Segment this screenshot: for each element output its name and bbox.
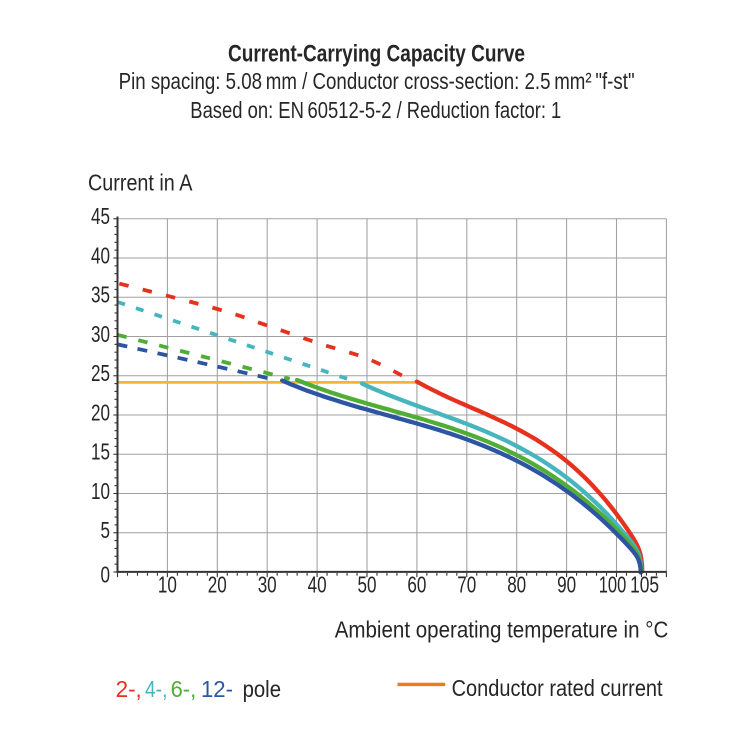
svg-text:30: 30 [258, 572, 277, 598]
svg-text:Ambient operating temperature: Ambient operating temperature in °C [335, 616, 669, 642]
svg-text:pole: pole [243, 676, 281, 702]
svg-text:Conductor rated current: Conductor rated current [452, 675, 664, 701]
svg-text:35: 35 [91, 282, 110, 308]
svg-text:Pin spacing: 5.08 mm / Conduct: Pin spacing: 5.08 mm / Conductor cross-s… [119, 68, 635, 94]
svg-text:15: 15 [91, 439, 110, 465]
svg-text:25: 25 [91, 360, 110, 386]
svg-text:Based on: EN 60512-5-2 / Reduc: Based on: EN 60512-5-2 / Reduction facto… [190, 97, 561, 123]
svg-text:5: 5 [101, 517, 111, 543]
svg-text:4-,: 4-, [145, 676, 167, 702]
svg-text:0: 0 [101, 562, 111, 588]
svg-text:6-,: 6-, [171, 676, 197, 702]
svg-text:90: 90 [557, 572, 576, 598]
svg-text:70: 70 [457, 572, 476, 598]
svg-text:105: 105 [630, 572, 659, 598]
svg-text:10: 10 [91, 478, 110, 504]
svg-text:20: 20 [91, 399, 110, 425]
svg-text:50: 50 [358, 572, 377, 598]
svg-text:Current in A: Current in A [88, 169, 193, 195]
svg-text:80: 80 [507, 572, 526, 598]
svg-text:Current-Carrying Capacity Curv: Current-Carrying Capacity Curve [228, 41, 525, 68]
svg-text:10: 10 [158, 572, 177, 598]
svg-text:40: 40 [308, 572, 327, 598]
svg-text:20: 20 [208, 572, 227, 598]
svg-text:12-: 12- [201, 676, 233, 702]
svg-text:45: 45 [91, 203, 110, 229]
svg-text:60: 60 [407, 572, 426, 598]
svg-text:40: 40 [91, 242, 110, 268]
svg-text:100: 100 [599, 572, 627, 598]
svg-text:30: 30 [91, 321, 110, 347]
svg-text:2-,: 2-, [116, 676, 142, 702]
